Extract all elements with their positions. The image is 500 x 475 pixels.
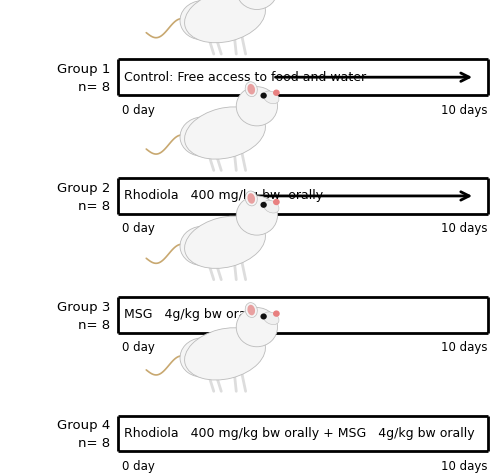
Circle shape [236,196,278,235]
Text: Control: Free access to food and water: Control: Free access to food and water [124,71,366,84]
Text: MSG   4g/kg bw orally: MSG 4g/kg bw orally [124,308,260,321]
Text: Rhodiola   400 mg/kg bw  orally: Rhodiola 400 mg/kg bw orally [124,190,322,202]
Ellipse shape [263,312,279,324]
Ellipse shape [184,328,266,380]
Text: 0 day: 0 day [122,104,156,116]
Ellipse shape [245,303,258,317]
Circle shape [273,311,280,317]
Ellipse shape [242,332,264,352]
Ellipse shape [245,82,258,96]
Text: 10 days: 10 days [441,104,488,116]
Circle shape [260,314,267,320]
Text: 10 days: 10 days [441,341,488,354]
Text: 10 days: 10 days [441,460,488,473]
Text: Group 3: Group 3 [56,301,110,314]
Ellipse shape [248,84,255,95]
Circle shape [236,0,278,10]
Text: Group 1: Group 1 [56,63,110,76]
Text: n= 8: n= 8 [78,319,110,332]
Text: n= 8: n= 8 [78,200,110,213]
Circle shape [236,86,278,126]
Circle shape [236,308,278,347]
Ellipse shape [180,226,225,266]
Ellipse shape [263,200,279,213]
Ellipse shape [180,338,225,377]
Circle shape [273,90,280,96]
Text: n= 8: n= 8 [78,81,110,94]
Ellipse shape [242,220,264,240]
Ellipse shape [184,107,266,159]
Text: 0 day: 0 day [122,222,156,235]
Circle shape [260,202,267,208]
Ellipse shape [263,91,279,104]
Ellipse shape [248,193,255,204]
Text: 10 days: 10 days [441,222,488,235]
Ellipse shape [245,191,258,206]
Text: 0 day: 0 day [122,460,156,473]
Text: Group 4: Group 4 [56,419,110,432]
Ellipse shape [184,0,266,43]
Circle shape [273,199,280,205]
Ellipse shape [242,0,264,14]
Circle shape [260,93,267,99]
Ellipse shape [184,216,266,268]
Ellipse shape [180,0,225,40]
Ellipse shape [242,111,264,131]
Text: Group 2: Group 2 [56,182,110,195]
Text: n= 8: n= 8 [78,437,110,450]
Ellipse shape [248,305,255,315]
Text: Rhodiola   400 mg/kg bw orally + MSG   4g/kg bw orally: Rhodiola 400 mg/kg bw orally + MSG 4g/kg… [124,427,474,440]
Text: 0 day: 0 day [122,341,156,354]
Ellipse shape [180,117,225,156]
